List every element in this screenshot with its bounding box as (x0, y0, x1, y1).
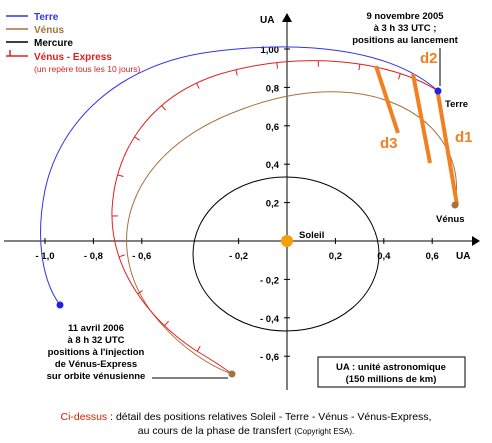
venus-express-10-day-marker (161, 105, 166, 111)
caption-line-2: au cours de la phase de transfert (Copyr… (0, 424, 492, 439)
y-tick-group: 1,00 0,8 0,6 0,4 0,2 - 0,2 - 0,4 - 0,6 (260, 45, 290, 363)
x-axis-unit: UA (456, 251, 470, 262)
launch-note: positions au lancement (352, 35, 458, 46)
arrival-note-2: de Vénus-Express (55, 359, 137, 370)
y-tick-label: 0,8 (266, 83, 279, 94)
earth-orbit (40, 46, 439, 306)
arrival-note-3: sur orbite vénusienne (47, 371, 146, 382)
y-tick-label: - 0,6 (260, 352, 279, 363)
caption-text-2: au cours de la phase de transfert (137, 425, 295, 437)
orbit-diagram: UA UA - 1,0 - 0,8 - 0,6 - 0,2 0,2 0,4 0,6 1,00… (4, 11, 480, 390)
venus-express-10-day-marker (276, 62, 278, 69)
x-tick-label: - 0,8 (84, 251, 103, 262)
earth-launch-position (434, 87, 442, 95)
x-axis-arrow-icon (472, 236, 480, 246)
arrival-date: 11 avril 2006 (68, 323, 124, 334)
y-tick-label: 0,4 (266, 160, 280, 171)
venus-orbit (126, 91, 457, 375)
distance-d2 (411, 73, 432, 164)
legend-mercury-label: Mercure (34, 38, 73, 49)
legend-earth-label: Terre (34, 12, 59, 23)
y-tick-label: 1,00 (261, 45, 280, 56)
y-tick-label: - 0,2 (260, 275, 279, 286)
x-tick-label: - 1,0 (35, 251, 54, 262)
venus-express-10-day-marker (196, 345, 201, 352)
distance-d3 (374, 65, 400, 134)
venus-express-10-day-marker (134, 136, 140, 141)
y-tick-label: - 0,4 (260, 314, 280, 325)
venus-express-10-day-marker (118, 254, 125, 258)
venus-express-10-day-marker (397, 73, 401, 80)
sun-label: Soleil (299, 230, 324, 241)
venus-express-ticks (111, 60, 401, 352)
venus-arrival-position (228, 370, 236, 378)
arrival-time: à 8 h 32 UTC (67, 335, 124, 346)
legend-vex-label: Vénus - Express (34, 52, 112, 63)
venus-express-10-day-marker (117, 174, 124, 177)
mercury-orbit (192, 176, 380, 332)
caption-prefix: Ci-dessus (60, 411, 108, 423)
caption-copyright: (Copyright ESA). (294, 427, 355, 436)
x-tick-label: 0,4 (377, 251, 391, 262)
x-tick-label: 0,6 (426, 251, 439, 262)
earth-arrival-position (56, 301, 64, 309)
caption-line-1: Ci-dessus : détail des positions relativ… (0, 410, 492, 424)
venus-label: Vénus (436, 214, 465, 225)
y-tick-label: 0,2 (266, 199, 279, 210)
y-axis-arrow-icon (282, 13, 292, 22)
venus-express-10-day-marker (358, 64, 361, 71)
x-tick-label: 0,2 (329, 251, 342, 262)
ua-value: (150 millions de km) (346, 374, 437, 385)
earth-label: Terre (445, 99, 468, 110)
venus-launch-position (451, 201, 459, 209)
sun (281, 235, 293, 247)
venus-express-10-day-marker (235, 69, 238, 76)
venus-express-10-day-marker (137, 290, 143, 295)
d2-label: d2 (420, 50, 438, 67)
ua-definition: UA : unité astronomique (336, 362, 446, 373)
launch-date: 9 novembre 2005 (366, 11, 444, 22)
x-tick-label: - 0,6 (132, 251, 151, 262)
launch-time: à 3 h 33 UTC ; (374, 23, 437, 34)
caption-text-1: : détail des positions relatives Soleil … (107, 411, 432, 423)
venus-express-10-day-marker (164, 320, 169, 326)
d1-label: d1 (455, 129, 473, 146)
x-tick-group: - 1,0 - 0,8 - 0,6 - 0,2 0,2 0,4 0,6 (35, 238, 439, 262)
caption: Ci-dessus : détail des positions relativ… (0, 410, 492, 443)
d3-label: d3 (380, 135, 398, 152)
legend-vex-note: (un repère tous les 10 jours) (34, 64, 140, 74)
y-axis-unit: UA (260, 15, 274, 26)
y-tick-label: 0,6 (266, 122, 279, 133)
legend-venus-label: Vénus (34, 25, 64, 36)
arrival-note-1: positions à l'injection (48, 347, 145, 358)
distance-d1 (435, 87, 459, 206)
legend: Terre Vénus Mercure Vénus - Express (un … (6, 12, 140, 74)
ua-box (317, 356, 466, 388)
venus-express-10-day-marker (196, 82, 200, 89)
venus-express-trajectory (111, 60, 439, 375)
x-tick-label: - 0,2 (229, 251, 248, 262)
